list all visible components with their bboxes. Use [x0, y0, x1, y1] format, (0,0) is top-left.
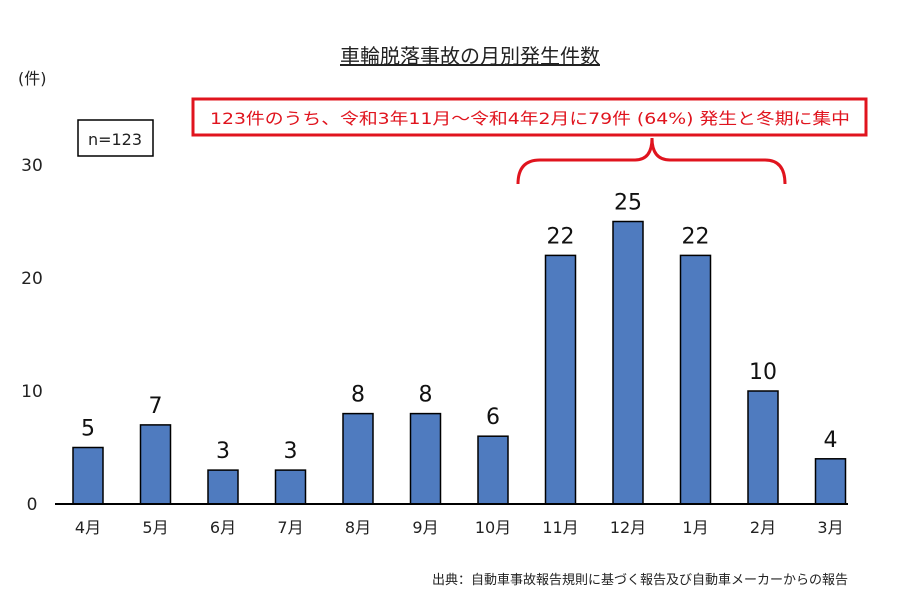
data-label: 4	[824, 428, 838, 453]
x-tick-label: 4月	[75, 518, 101, 537]
data-label: 25	[614, 191, 642, 216]
data-label: 8	[419, 383, 433, 408]
x-tick-label: 1月	[682, 518, 708, 537]
bar-12月	[612, 220, 644, 505]
y-tick-label: 20	[21, 269, 43, 289]
x-tick-label: 11月	[542, 518, 578, 537]
y-axis-label: (件)	[18, 69, 47, 88]
bar-7月	[274, 469, 307, 505]
bar-5月	[139, 424, 172, 505]
bar-4月	[72, 446, 104, 505]
data-label: 5	[81, 417, 95, 442]
data-label: 3	[216, 439, 230, 464]
data-label: 10	[749, 360, 777, 385]
x-tick-label: 8月	[345, 518, 371, 537]
x-tick-label: 10月	[475, 518, 511, 537]
x-tick-label: 7月	[277, 518, 303, 537]
y-tick-label: 30	[21, 156, 43, 176]
x-tick-label: 12月	[610, 518, 646, 537]
bar-11月	[544, 254, 577, 505]
data-label: 3	[284, 439, 298, 464]
data-label: 22	[682, 224, 710, 249]
bar-9月	[409, 412, 442, 505]
n-label: n=123	[88, 130, 142, 149]
callout-bracket	[516, 137, 787, 185]
data-label: 22	[547, 224, 575, 249]
bar-1月	[679, 254, 712, 505]
y-tick-label: 10	[21, 382, 43, 402]
source-note: 出典：自動車事故報告規則に基づく報告及び自動車メーカーからの報告	[432, 573, 848, 588]
bar-3月	[814, 458, 847, 505]
bar-6月	[207, 469, 239, 505]
x-tick-label: 9月	[412, 518, 438, 537]
bar-10月	[477, 435, 509, 505]
n-box	[77, 119, 154, 157]
x-tick-label: 3月	[817, 518, 843, 537]
bar-2月	[747, 390, 779, 505]
x-tick-label: 6月	[210, 518, 236, 537]
data-label: 6	[486, 405, 500, 430]
callout-text: 123件のうち、令和3年11月～令和4年2月に79件 (64%) 発生と冬期に集…	[210, 109, 850, 128]
x-tick-label: 2月	[750, 518, 776, 537]
chart-title: 車輪脱落事故の月別発生件数	[340, 44, 600, 68]
data-label: 7	[149, 394, 163, 419]
data-label: 8	[351, 383, 365, 408]
y-tick-label: 0	[27, 495, 38, 515]
bar-8月	[342, 412, 374, 505]
x-tick-label: 5月	[142, 518, 168, 537]
callout-box	[191, 97, 868, 137]
